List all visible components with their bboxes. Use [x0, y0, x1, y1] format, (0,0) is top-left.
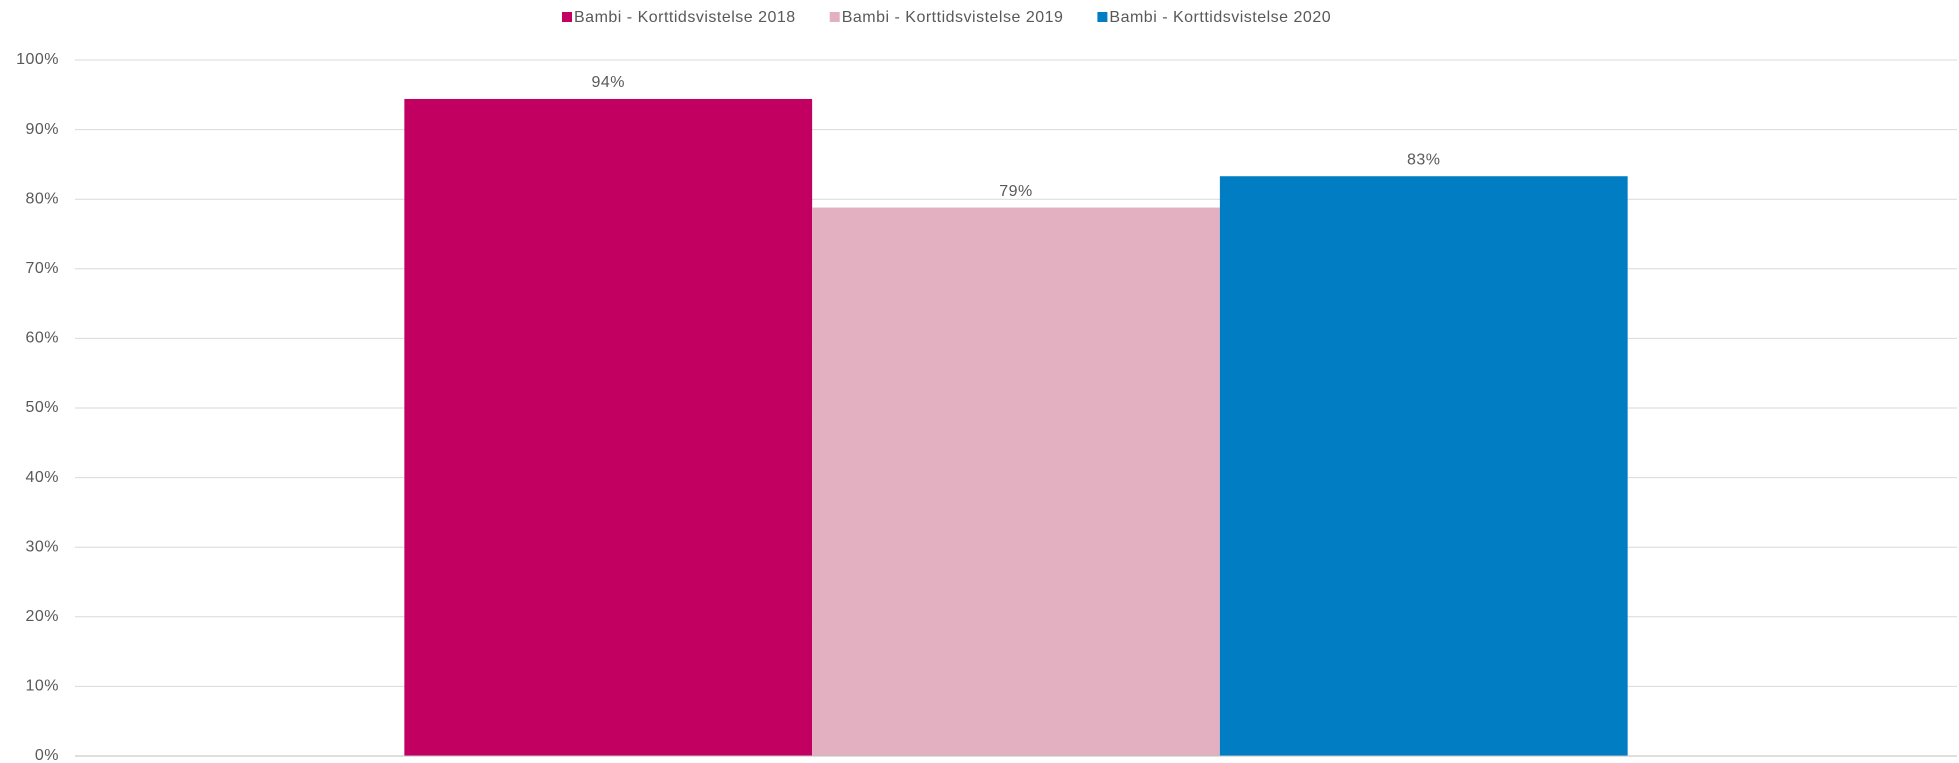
- y-tick-label: 10%: [25, 678, 59, 695]
- y-tick-label: 30%: [25, 538, 59, 555]
- legend-label: Bambi - Korttidsvistelse 2018: [574, 9, 796, 26]
- data-label: 79%: [999, 183, 1033, 200]
- y-tick-label: 60%: [25, 330, 59, 347]
- legend-swatch: [1097, 12, 1108, 22]
- data-label: 94%: [591, 74, 625, 91]
- y-tick-label: 80%: [25, 190, 59, 207]
- y-tick-label: 70%: [25, 260, 59, 277]
- legend-label: Bambi - Korttidsvistelse 2019: [842, 9, 1064, 26]
- y-tick-label: 40%: [25, 469, 59, 486]
- legend-label: Bambi - Korttidsvistelse 2020: [1109, 9, 1331, 26]
- bar: [812, 207, 1220, 756]
- legend-swatch: [829, 12, 840, 22]
- y-tick-label: 100%: [16, 51, 59, 68]
- y-tick-label: 50%: [25, 399, 59, 416]
- y-tick-label: 0%: [35, 747, 59, 763]
- y-tick-label: 90%: [25, 121, 59, 138]
- data-label: 83%: [1407, 151, 1441, 168]
- legend-swatch: [562, 12, 572, 22]
- bar: [404, 98, 813, 756]
- y-tick-label: 20%: [25, 608, 59, 625]
- bar: [1219, 176, 1628, 756]
